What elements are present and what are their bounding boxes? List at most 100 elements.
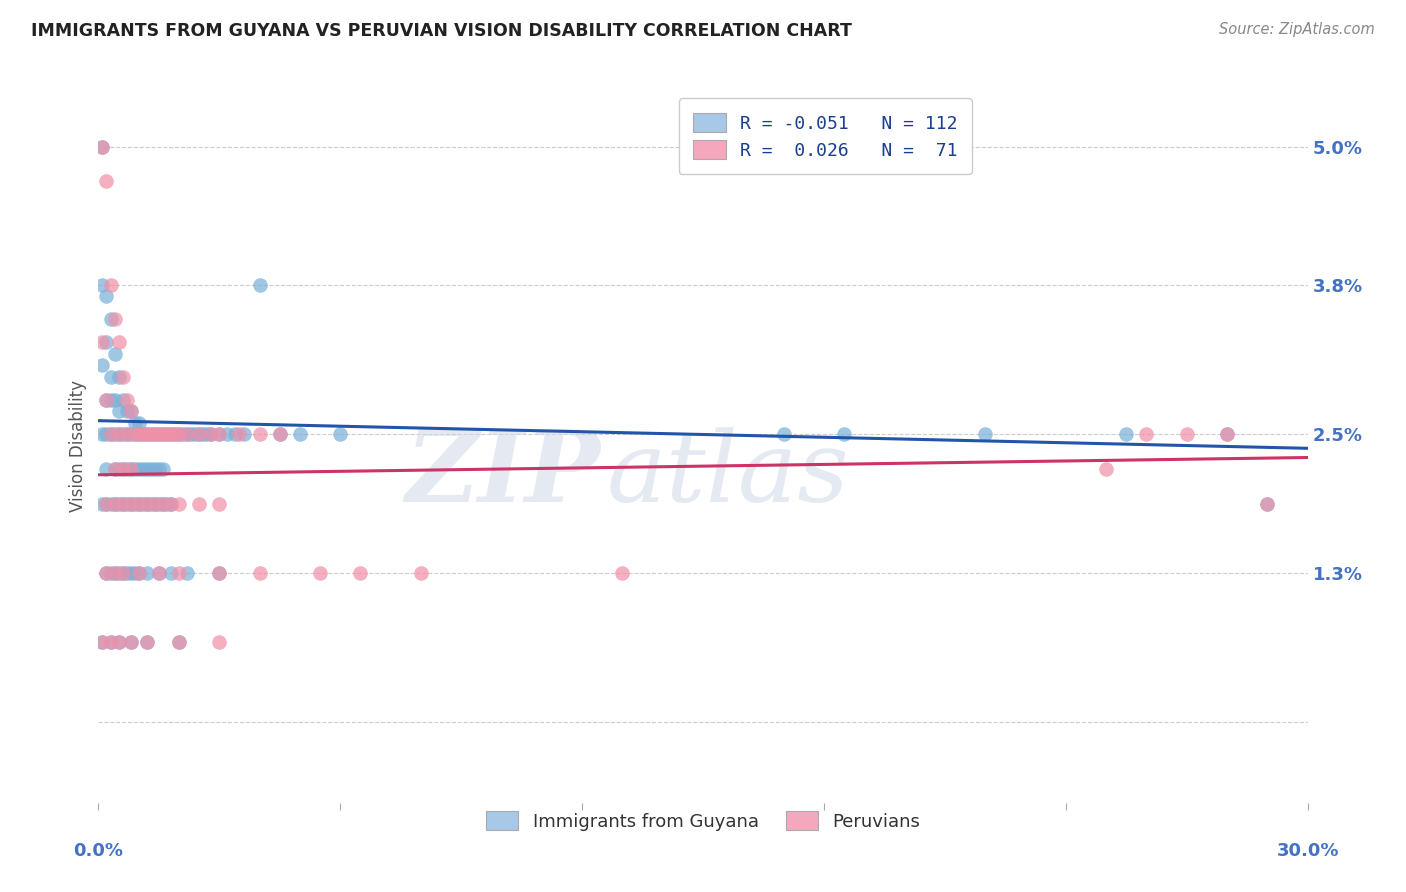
Point (96, 289, 118, 303)
Point (139, 427, 162, 442)
Point (100, 277, 122, 292)
Point (167, 634, 190, 648)
Point (96, 335, 118, 350)
Point (180, 427, 202, 442)
Point (128, 497, 150, 511)
Legend: Immigrants from Guyana, Peruvians: Immigrants from Guyana, Peruvians (471, 797, 935, 845)
Point (107, 370, 129, 384)
Text: 0.0%: 0.0% (73, 842, 124, 860)
Point (128, 566, 150, 580)
Point (120, 634, 142, 648)
Point (128, 462, 150, 476)
Point (111, 392, 134, 407)
Point (188, 427, 211, 442)
Point (228, 427, 250, 442)
Point (107, 404, 129, 418)
Point (139, 427, 162, 442)
Point (143, 427, 166, 442)
Point (124, 566, 146, 580)
Point (232, 427, 254, 442)
Point (143, 427, 166, 442)
Point (249, 277, 271, 292)
Y-axis label: Vision Disability: Vision Disability (69, 380, 87, 512)
Point (143, 462, 166, 476)
Point (96, 174, 118, 188)
Point (111, 566, 134, 580)
Text: ZIP: ZIP (405, 426, 600, 523)
Point (148, 497, 170, 511)
Point (974, 427, 997, 442)
Point (135, 497, 157, 511)
Point (100, 634, 122, 648)
Point (167, 634, 190, 648)
Point (103, 566, 125, 580)
Point (184, 427, 207, 442)
Text: 30.0%: 30.0% (1277, 842, 1339, 860)
Point (128, 497, 150, 511)
Text: IMMIGRANTS FROM GUYANA VS PERUVIAN VISION DISABILITY CORRELATION CHART: IMMIGRANTS FROM GUYANA VS PERUVIAN VISIO… (31, 22, 852, 40)
Point (96, 462, 118, 476)
Point (349, 566, 371, 580)
Point (107, 497, 129, 511)
Point (249, 566, 271, 580)
Point (100, 497, 122, 511)
Point (103, 566, 125, 580)
Point (143, 497, 166, 511)
Point (139, 462, 162, 476)
Point (124, 497, 146, 511)
Point (269, 427, 291, 442)
Point (148, 427, 170, 442)
Point (163, 427, 186, 442)
Point (135, 634, 157, 648)
Point (107, 462, 129, 476)
Point (111, 566, 134, 580)
Point (107, 634, 129, 648)
Point (115, 427, 138, 442)
Point (208, 427, 231, 442)
Point (208, 566, 231, 580)
Point (135, 427, 157, 442)
Point (91, 427, 114, 442)
Point (100, 370, 122, 384)
Point (120, 634, 142, 648)
Point (148, 566, 170, 580)
Point (1256, 497, 1278, 511)
Point (96, 497, 118, 511)
Point (91, 335, 114, 350)
Point (1216, 427, 1239, 442)
Point (176, 427, 198, 442)
Point (124, 427, 146, 442)
Point (120, 462, 142, 476)
Point (96, 392, 118, 407)
Point (120, 404, 142, 418)
Point (148, 566, 170, 580)
Point (1216, 427, 1239, 442)
Point (1115, 427, 1137, 442)
Point (103, 497, 125, 511)
Point (96, 392, 118, 407)
Point (156, 497, 179, 511)
Point (91, 140, 114, 154)
Point (115, 392, 138, 407)
Point (132, 462, 155, 476)
Point (111, 370, 134, 384)
Point (132, 427, 155, 442)
Point (100, 566, 122, 580)
Point (124, 427, 146, 442)
Point (163, 427, 186, 442)
Point (107, 566, 129, 580)
Point (167, 427, 190, 442)
Point (91, 359, 114, 373)
Point (103, 462, 125, 476)
Point (148, 427, 170, 442)
Point (132, 427, 155, 442)
Point (172, 427, 194, 442)
Point (100, 312, 122, 326)
Point (200, 427, 222, 442)
Point (103, 427, 125, 442)
Point (91, 634, 114, 648)
Point (115, 427, 138, 442)
Point (107, 427, 129, 442)
Point (96, 566, 118, 580)
Point (115, 404, 138, 418)
